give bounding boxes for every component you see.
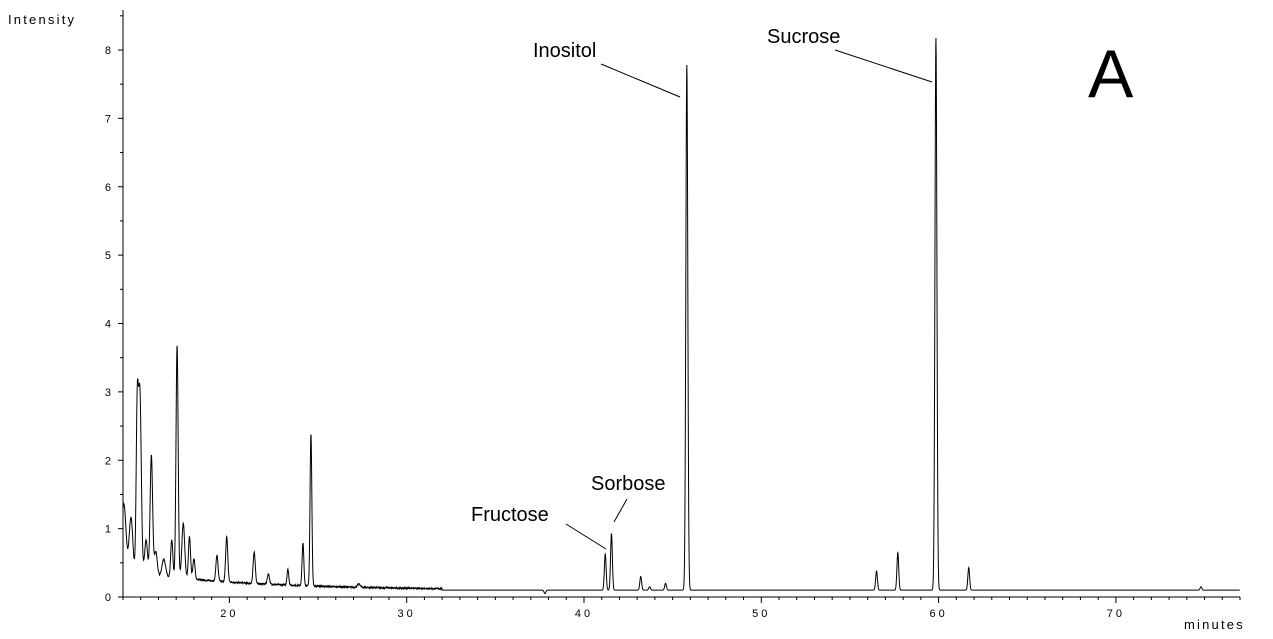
- y-tick-label: 0: [105, 592, 111, 604]
- y-tick-label: 1: [105, 524, 111, 536]
- x-tick-label: 70: [1107, 608, 1125, 620]
- panel-label: A: [1088, 36, 1134, 112]
- x-tick-label: 30: [398, 608, 416, 620]
- y-tick-label: 6: [105, 182, 111, 194]
- tick-labels: 0 1 2 3 4 5 6 7 8 20 30 40 50 60 70: [105, 45, 1125, 620]
- y-tick-label: 3: [105, 387, 111, 399]
- leader-line-sorbose: [613, 498, 628, 523]
- x-tick-label: 50: [752, 608, 770, 620]
- axes: [118, 10, 1241, 603]
- peak-label-sorbose: Sorbose: [591, 473, 666, 495]
- leader-line-sucrose: [834, 49, 933, 83]
- x-axis-title: minutes: [1184, 617, 1245, 632]
- y-axis-title: Intensity: [8, 12, 76, 27]
- y-tick-label: 2: [105, 455, 111, 467]
- y-tick-label: 5: [105, 250, 111, 262]
- y-tick-label: 7: [105, 113, 111, 125]
- chromatogram-trace: [122, 38, 1240, 595]
- x-tick-label: 40: [575, 608, 593, 620]
- peak-label-inositol: Inositol: [533, 40, 596, 62]
- peak-label-sucrose: Sucrose: [767, 26, 840, 48]
- peak-label-fructose: Fructose: [471, 504, 549, 526]
- peak-annotations: Inositol Sucrose Sorbose Fructose: [471, 26, 933, 550]
- leader-line-fructose: [565, 523, 607, 550]
- y-tick-label: 8: [105, 45, 111, 57]
- x-tick-label: 60: [929, 608, 947, 620]
- leader-line-inositol: [600, 63, 681, 98]
- y-tick-label: 4: [105, 319, 111, 331]
- x-tick-label: 20: [220, 608, 238, 620]
